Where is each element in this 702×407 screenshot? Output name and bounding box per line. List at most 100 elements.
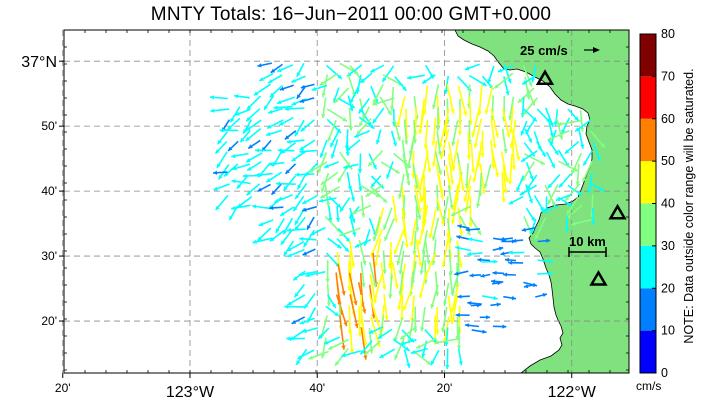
current-vector	[337, 263, 346, 296]
current-vector-head	[215, 205, 220, 211]
current-vector-head	[297, 355, 303, 359]
current-vector	[438, 118, 448, 149]
current-vector-head	[387, 110, 392, 116]
current-vector-head	[413, 328, 418, 333]
current-vector-head	[454, 271, 459, 276]
current-vector-head	[583, 161, 588, 166]
current-vector-head	[350, 99, 354, 104]
current-vector	[392, 195, 398, 223]
current-vector-head	[213, 186, 218, 191]
current-vector-head	[500, 236, 505, 242]
current-vector-head	[340, 207, 344, 212]
current-vector-head	[360, 78, 365, 83]
current-vector-head	[411, 350, 416, 355]
current-vector-head	[464, 66, 470, 71]
land-mass	[454, 30, 629, 373]
current-vector-head	[430, 304, 435, 309]
current-vector-head	[407, 75, 412, 80]
current-vector	[451, 294, 458, 323]
current-vector-head	[266, 178, 271, 183]
current-vector-head	[224, 172, 229, 177]
current-vector	[502, 108, 510, 138]
current-vector	[432, 84, 440, 110]
current-vector-head	[426, 260, 431, 265]
current-vector-head	[287, 228, 292, 233]
current-vector	[470, 142, 475, 173]
current-vector-head	[555, 197, 561, 202]
current-vector-head	[484, 109, 489, 115]
current-vector-head	[418, 262, 423, 267]
current-vector-head	[405, 346, 410, 351]
current-vector	[372, 252, 378, 287]
current-vector	[484, 164, 492, 189]
current-vector-head	[508, 129, 513, 134]
current-vector-head	[522, 110, 527, 116]
current-vector-head	[504, 257, 509, 263]
scale-vector-label: 25 cm/s	[520, 43, 568, 58]
lon-tick-label: 122°W	[548, 384, 597, 401]
current-vector	[399, 250, 405, 275]
current-vector	[474, 118, 483, 148]
radar-station-icon	[608, 203, 627, 220]
current-vector-head	[397, 194, 403, 199]
current-vector	[485, 85, 494, 115]
current-vector-head	[440, 195, 445, 200]
current-vector-head	[565, 196, 570, 201]
colorbar-tick-label: 40	[661, 197, 675, 211]
current-vector-head	[371, 314, 376, 319]
current-vector-head	[541, 152, 546, 157]
colorbar-band	[640, 34, 656, 77]
current-vector-head	[350, 197, 356, 202]
current-vector-head	[465, 323, 470, 328]
current-vector	[446, 84, 455, 114]
current-vector-head	[319, 81, 325, 86]
current-vector	[479, 163, 486, 195]
current-vector-head	[503, 148, 508, 154]
current-vector-head	[419, 270, 424, 275]
current-vector-head	[491, 279, 496, 284]
current-vector-head	[437, 170, 443, 175]
current-vector-head	[444, 89, 449, 94]
current-vector-head	[549, 259, 554, 264]
current-vector-head	[354, 133, 359, 138]
current-vector-head	[280, 240, 285, 245]
current-vector	[448, 249, 452, 276]
current-vector-head	[549, 132, 554, 138]
current-vector	[411, 295, 415, 322]
current-vector-head	[319, 198, 324, 203]
current-vector-head	[443, 130, 448, 135]
current-vector-head	[575, 181, 580, 186]
current-vector-head	[321, 113, 326, 119]
current-vector-head	[450, 307, 455, 313]
current-vector-head	[417, 240, 422, 246]
current-vector	[424, 239, 430, 265]
current-vector-head	[305, 273, 310, 278]
current-vector	[508, 96, 515, 121]
current-vector-head	[457, 131, 463, 136]
current-vector-head	[445, 365, 450, 369]
lon-tick-label: 20'	[437, 381, 453, 395]
current-vector-head	[517, 98, 523, 103]
current-vector-head	[295, 194, 300, 199]
current-vector	[501, 128, 507, 154]
current-vector-head	[327, 137, 332, 142]
current-vector-head	[521, 157, 526, 162]
current-vector-head	[345, 237, 350, 242]
current-vector-head	[418, 129, 423, 134]
current-vector	[471, 106, 481, 138]
current-vector	[502, 163, 507, 194]
current-vector	[380, 262, 386, 290]
current-vector-head	[435, 127, 441, 132]
current-vector	[349, 294, 359, 329]
current-vector-head	[240, 137, 245, 143]
current-vector-head	[234, 94, 239, 99]
current-vector-head	[319, 153, 324, 158]
current-vector	[415, 239, 422, 267]
current-vector	[490, 108, 499, 138]
current-vector-head	[568, 202, 573, 207]
current-vector-head	[388, 294, 393, 299]
current-vector-head	[503, 272, 508, 277]
current-vector-head	[255, 172, 260, 178]
current-vector	[457, 249, 460, 276]
